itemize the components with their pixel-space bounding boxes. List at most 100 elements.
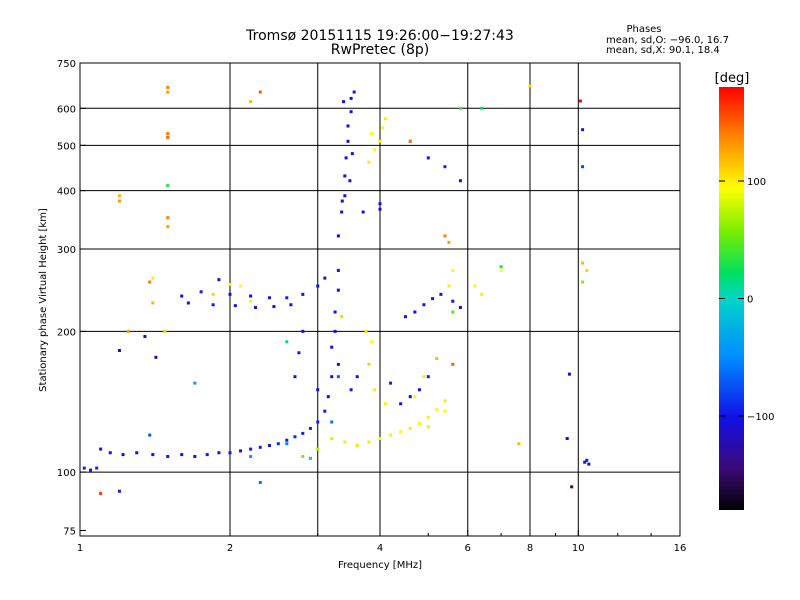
data-point [451, 362, 455, 366]
x-tick-label: 16 [674, 543, 687, 554]
data-point [581, 128, 585, 132]
data-point [413, 310, 417, 314]
colorbar: [deg] 100 0 −100 [715, 71, 774, 510]
data-point [378, 436, 382, 440]
data-point [239, 284, 243, 288]
data-point [249, 299, 253, 303]
data-point [211, 303, 215, 307]
data-point [228, 282, 232, 286]
data-point [330, 420, 334, 424]
data-point [330, 345, 334, 349]
data-point [348, 179, 352, 183]
data-point [316, 447, 320, 451]
data-point [458, 179, 462, 183]
data-point [253, 305, 257, 309]
y-tick-label: 750 [57, 59, 76, 70]
data-point [330, 436, 334, 440]
data-point [458, 106, 462, 110]
data-point [370, 131, 374, 135]
data-point [228, 451, 232, 455]
data-point [447, 284, 451, 288]
data-point [193, 381, 197, 385]
data-point [473, 284, 477, 288]
data-point [143, 335, 147, 339]
data-point [99, 491, 103, 495]
chart-subtitle: RwPretec (8p) [331, 42, 429, 58]
data-point [517, 442, 521, 446]
data-point [364, 329, 368, 333]
data-point [426, 415, 430, 419]
y-tick-label: 600 [57, 104, 76, 115]
data-point [499, 265, 503, 269]
x-tick-label: 8 [527, 543, 533, 554]
data-point [373, 147, 377, 151]
data-point [408, 395, 412, 399]
data-point [154, 355, 158, 359]
data-point [135, 451, 139, 455]
data-point [233, 304, 237, 308]
data-point [180, 294, 184, 298]
data-point [435, 356, 439, 360]
y-tick-label: 300 [57, 245, 76, 256]
colorbar-label: [deg] [715, 71, 750, 86]
data-point [151, 301, 155, 305]
data-point [121, 453, 125, 457]
data-point [581, 280, 585, 284]
data-point [439, 292, 443, 296]
data-point [228, 292, 232, 296]
data-point [166, 184, 170, 188]
data-point [316, 388, 320, 392]
data-point [383, 117, 387, 121]
data-point [431, 297, 435, 301]
chart-title: Tromsø 20151115 19:26:00−19:27:43 [245, 28, 514, 44]
data-point [350, 152, 354, 156]
y-tick-label: 500 [57, 141, 76, 152]
data-point [587, 462, 591, 466]
x-tick-label: 10 [572, 543, 585, 554]
data-point [316, 420, 320, 424]
data-point [565, 436, 569, 440]
data-point [417, 422, 421, 426]
data-point [567, 372, 571, 376]
data-point [349, 110, 353, 114]
data-point [249, 100, 253, 104]
x-tick-label: 6 [465, 543, 471, 554]
data-point [249, 454, 253, 458]
data-point [349, 388, 353, 392]
data-point [342, 100, 346, 104]
x-tick-label: 2 [227, 543, 233, 554]
data-point [451, 310, 455, 314]
data-point [355, 375, 359, 379]
data-point [378, 139, 382, 143]
data-point [585, 268, 589, 272]
data-point [403, 315, 407, 319]
data-point [180, 453, 184, 457]
data-point [435, 408, 439, 412]
data-point [528, 84, 532, 88]
data-point [249, 447, 253, 451]
data-point [166, 454, 170, 458]
data-point [340, 315, 344, 319]
data-point [285, 442, 289, 446]
data-point [285, 340, 289, 344]
data-point [211, 292, 215, 296]
data-point [166, 131, 170, 135]
data-point [330, 375, 334, 379]
data-point [258, 90, 262, 94]
data-point [352, 90, 356, 94]
data-point [333, 329, 337, 333]
data-point [336, 234, 340, 238]
data-point [581, 261, 585, 265]
data-points [82, 84, 591, 495]
data-point [370, 340, 374, 344]
data-point [378, 202, 382, 206]
data-point [373, 388, 377, 392]
data-point [258, 445, 262, 449]
data-point [89, 468, 93, 472]
data-point [333, 310, 337, 314]
data-point [578, 99, 582, 103]
colorbar-tick-label: −100 [747, 412, 774, 423]
data-point [417, 388, 421, 392]
grid-lines [80, 63, 680, 536]
data-point [458, 305, 462, 309]
